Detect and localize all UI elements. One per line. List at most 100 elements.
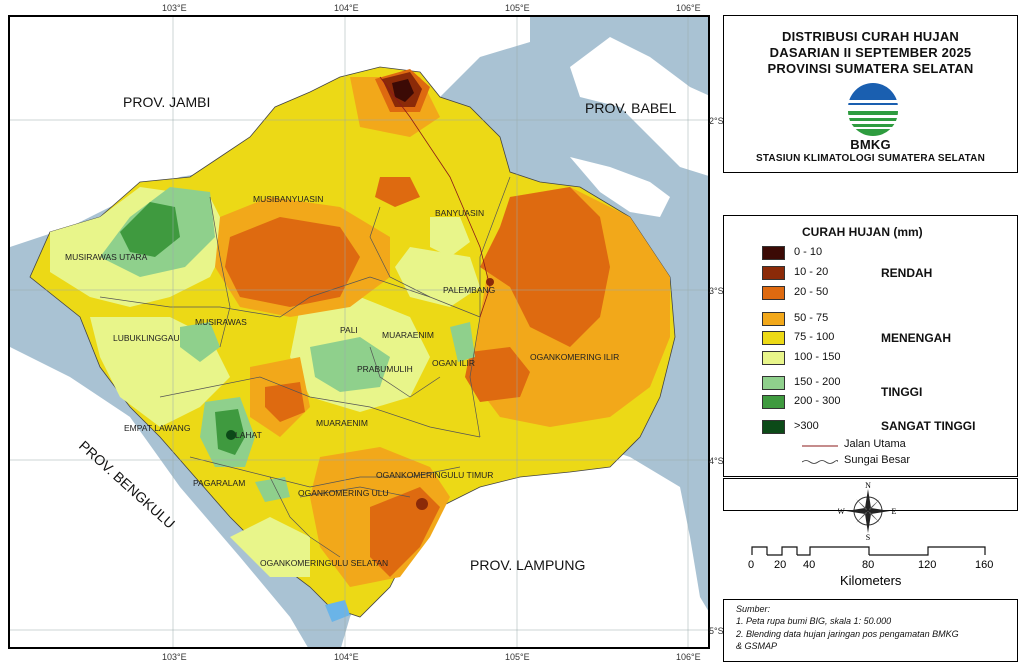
zone-150-200-south	[255, 477, 290, 502]
coord-right-2s: 2°S	[709, 116, 724, 126]
label-pali: PALI	[340, 325, 358, 335]
legend-swatch-300	[762, 420, 785, 434]
label-oku: OGANKOMERING ULU	[298, 488, 389, 498]
lake-ranau	[325, 600, 350, 622]
legend-label-50-75: 50 - 75	[794, 312, 829, 324]
bmkg-label: BMKG	[850, 137, 891, 152]
source-line-2: 2. Blending data hujan jaringan pos peng…	[736, 629, 959, 639]
label-palembang: PALEMBANG	[443, 285, 495, 295]
label-empat-lawang: EMPAT LAWANG	[124, 423, 190, 433]
coord-bottom-106: 106°E	[676, 652, 701, 662]
rainfall-map: PROV. JAMBI PROV. BABEL PROV. BENGKULU P…	[10, 17, 708, 647]
compass-w: W	[838, 507, 845, 516]
scale-tick-120: 120	[918, 559, 937, 571]
bmkg-logo-icon	[848, 83, 898, 136]
label-oku-selatan: OGANKOMERINGULU SELATAN	[260, 558, 388, 568]
graticule	[10, 17, 708, 647]
zone-100-150-palembang	[395, 247, 480, 307]
label-oku-timur: OGANKOMERINGULU TIMUR	[376, 470, 493, 480]
main-road	[379, 76, 491, 318]
rainfall-zones	[50, 69, 670, 587]
scale-bar-graphic	[751, 546, 986, 556]
legend-river-label: Sungai Besar	[844, 454, 911, 466]
label-muaraenim-north: MUARAENIM	[382, 330, 434, 340]
legend-label-200-300: 200 - 300	[794, 395, 841, 407]
title-line-1: DISTRIBUSI CURAH HUJAN	[781, 29, 960, 44]
coord-top-103: 103°E	[162, 3, 187, 13]
legend-swatch-100-150	[762, 351, 785, 365]
zone-300-lahat	[226, 430, 236, 440]
coord-top-105: 105°E	[505, 3, 530, 13]
scale-tick-80: 80	[862, 559, 875, 571]
label-musirawas: MUSIRAWAS	[195, 317, 247, 327]
label-ogan-ilir: OGAN ILIR	[432, 358, 475, 368]
label-prov-babel: PROV. BABEL	[585, 100, 677, 116]
source-line-3: & GSMAP	[736, 641, 778, 651]
label-lubuklinggau: LUBUKLINGGAU	[113, 333, 180, 343]
label-banyuasin: BANYUASIN	[435, 208, 484, 218]
scale-bar: 0 20 40 80 120 160 Kilometers	[723, 511, 1018, 597]
zone-10-20-oku	[416, 498, 428, 510]
label-oki: OGANKOMERING ILIR	[530, 352, 619, 362]
legend-swatch-200-300	[762, 395, 785, 409]
label-pagaralam: PAGARALAM	[193, 478, 245, 488]
zone-20-50-east	[480, 187, 610, 347]
legend-label-20-50: 20 - 50	[794, 286, 829, 298]
label-prov-jambi: PROV. JAMBI	[123, 94, 210, 110]
legend-category-tinggi: TINGGI	[881, 385, 923, 399]
scale-unit: Kilometers	[840, 573, 902, 588]
zone-200-300-musirawas-utara	[120, 202, 180, 257]
zone-20-50-lahat	[265, 382, 305, 422]
coord-right-3s: 3°S	[709, 286, 724, 296]
coord-bottom-105: 105°E	[505, 652, 530, 662]
legend-road-label: Jalan Utama	[844, 438, 906, 450]
legend-swatch-150-200	[762, 376, 785, 390]
legend-label-10-20: 10 - 20	[794, 266, 829, 278]
zone-150-200-lubuklinggau	[180, 322, 220, 362]
coord-right-5s: 5°S	[709, 626, 724, 636]
zone-20-50-musibanyuasin	[225, 217, 360, 307]
label-prabumulih: PRABUMULIH	[357, 364, 413, 374]
scale-tick-20: 20	[774, 559, 787, 571]
coord-bottom-104: 104°E	[334, 652, 359, 662]
land-bengkulu	[10, 347, 308, 647]
zone-20-50-oki	[465, 347, 530, 402]
label-prov-lampung: PROV. LAMPUNG	[470, 557, 585, 573]
title-line-3: PROVINSI SUMATERA SELATAN	[767, 61, 974, 76]
legend-swatch-75-100	[762, 331, 785, 345]
station-label: STASIUN KLIMATOLOGI SUMATERA SELATAN	[755, 153, 986, 164]
land-island	[570, 157, 670, 217]
legend-panel: CURAH HUJAN (mm) 0 - 10 10 - 20 20 - 50 …	[723, 215, 1018, 477]
legend-label-0-10: 0 - 10	[794, 246, 823, 258]
legend-swatch-0-10	[762, 246, 785, 260]
legend-road-line	[802, 445, 838, 447]
legend-category-sangat-tinggi: SANGAT TINGGI	[881, 419, 976, 433]
legend-river-line	[802, 460, 838, 464]
land-babel	[570, 37, 708, 176]
legend-swatch-20-50	[762, 286, 785, 300]
legend-title: CURAH HUJAN (mm)	[802, 225, 923, 239]
legend-label-100-150: 100 - 150	[794, 351, 841, 363]
scale-tick-0: 0	[748, 559, 755, 571]
zone-150-200-ogan-ilir	[450, 322, 475, 362]
label-lahat: LAHAT	[235, 430, 262, 440]
compass-n: N	[865, 481, 871, 490]
coord-right-4s: 4°S	[709, 456, 724, 466]
legend-category-rendah: RENDAH	[881, 266, 933, 280]
zone-100-150-banyuasin	[430, 217, 470, 257]
scale-tick-160: 160	[975, 559, 994, 571]
scale-tick-40: 40	[803, 559, 816, 571]
source-panel: Sumber: 1. Peta rupa bumi BIG, skala 1: …	[723, 599, 1018, 662]
zone-150-200-prabumulih	[310, 337, 390, 392]
source-heading: Sumber:	[736, 604, 771, 614]
zone-100-150-south	[230, 517, 310, 577]
coord-bottom-103: 103°E	[162, 652, 187, 662]
title-panel: DISTRIBUSI CURAH HUJAN DASARIAN II SEPTE…	[723, 15, 1018, 173]
legend-category-menengah: MENENGAH	[881, 331, 952, 345]
zone-20-50-north	[375, 177, 420, 207]
coord-top-104: 104°E	[334, 3, 359, 13]
regency-boundaries	[99, 176, 511, 558]
compass-icon: N S W E	[838, 481, 897, 541]
label-musirawas-utara: MUSIRAWAS UTARA	[65, 252, 148, 262]
label-musi-banyuasin: MUSIBANYUASIN	[253, 194, 323, 204]
